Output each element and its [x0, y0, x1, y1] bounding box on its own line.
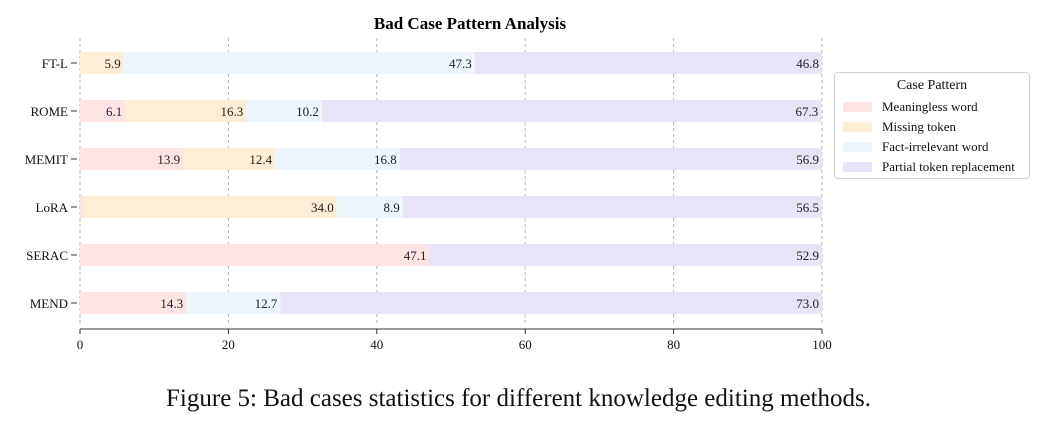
figure-caption: Figure 5: Bad cases statistics for diffe…	[166, 385, 871, 412]
y-tick-label: SERAC	[26, 248, 68, 263]
data-label: 56.5	[796, 200, 819, 215]
y-tick-label: MEND	[30, 296, 68, 311]
data-label: 46.8	[796, 56, 819, 71]
legend: Case Pattern Meaningless word Missing to…	[834, 72, 1030, 179]
legend-item-meaningless-word: Meaningless word	[835, 97, 1029, 117]
data-label: 12.7	[255, 296, 278, 311]
x-tick-label: 20	[222, 337, 235, 352]
bar-segment	[125, 100, 247, 122]
y-axis: FT-L ROME MEMIT LoRA SERAC MEND	[25, 56, 77, 311]
bar-segment	[80, 196, 85, 218]
legend-swatch	[843, 142, 872, 152]
x-tick-label: 60	[519, 337, 532, 352]
x-tick-label: 80	[667, 337, 680, 352]
bar-segment	[80, 148, 184, 170]
data-label: 5.9	[105, 56, 121, 71]
data-label: 47.1	[404, 248, 427, 263]
data-label: 16.8	[374, 152, 397, 167]
legend-label: Missing token	[882, 119, 957, 134]
bar-segment	[321, 100, 822, 122]
data-label: 56.9	[796, 152, 819, 167]
legend-swatch	[843, 102, 872, 112]
x-tick-label: 100	[812, 337, 832, 352]
data-label: 12.4	[249, 152, 272, 167]
y-tick-label: ROME	[30, 104, 68, 119]
bar-segment	[429, 244, 822, 266]
x-tick-label: 40	[370, 337, 383, 352]
bars	[80, 52, 823, 314]
x-axis: 0 20 40 60 80 100	[77, 328, 832, 352]
legend-item-fact-irrelevant-word: Fact-irrelevant word	[835, 137, 1029, 157]
data-label: 14.3	[160, 296, 183, 311]
data-label: 13.9	[157, 152, 180, 167]
bar-segment	[280, 292, 823, 314]
bar-segment	[402, 196, 822, 218]
data-label: 52.9	[796, 248, 819, 263]
legend-label: Fact-irrelevant word	[882, 139, 989, 154]
data-label: 6.1	[106, 104, 122, 119]
bar-segment	[80, 52, 124, 74]
bar-segment	[80, 292, 187, 314]
data-label: 47.3	[449, 56, 472, 71]
legend-item-partial-token-replacement: Partial token replacement	[835, 157, 1029, 177]
data-label: 8.9	[384, 200, 400, 215]
legend-swatch	[843, 122, 872, 132]
bar-segment	[183, 148, 276, 170]
legend-item-missing-token: Missing token	[835, 117, 1029, 137]
legend-label: Meaningless word	[882, 99, 978, 114]
bar-segment	[80, 244, 430, 266]
bar-segment	[84, 196, 337, 218]
bar-chart: Bad Case Pattern Analysis 5.9 47.3 46.8 6.1…	[25, 14, 832, 352]
bar-segment	[474, 52, 822, 74]
data-label: 10.2	[296, 104, 319, 119]
bar-segment	[246, 100, 322, 122]
chart-title: Bad Case Pattern Analysis	[374, 14, 567, 33]
y-tick-label: MEMIT	[25, 152, 68, 167]
y-tick-label: LoRA	[36, 200, 69, 215]
bar-segment	[186, 292, 281, 314]
data-label: 67.3	[796, 104, 819, 119]
data-labels: 5.9 47.3 46.8 6.1 16.3 10.2 67.3 13.9 12.4 16.8 56…	[105, 56, 819, 311]
legend-label: Partial token replacement	[882, 159, 1015, 174]
bar-segment	[336, 196, 403, 218]
data-label: 73.0	[796, 296, 819, 311]
bar-segment	[399, 148, 822, 170]
data-label: 34.0	[311, 200, 334, 215]
grid-lines	[79, 38, 823, 326]
data-label: 16.3	[220, 104, 243, 119]
y-tick-label: FT-L	[42, 56, 68, 71]
x-tick-label: 0	[77, 337, 84, 352]
legend-swatch	[843, 162, 872, 172]
bar-segment	[80, 100, 126, 122]
bar-segment	[123, 52, 475, 74]
bar-segment	[275, 148, 400, 170]
legend-title: Case Pattern	[896, 78, 968, 93]
